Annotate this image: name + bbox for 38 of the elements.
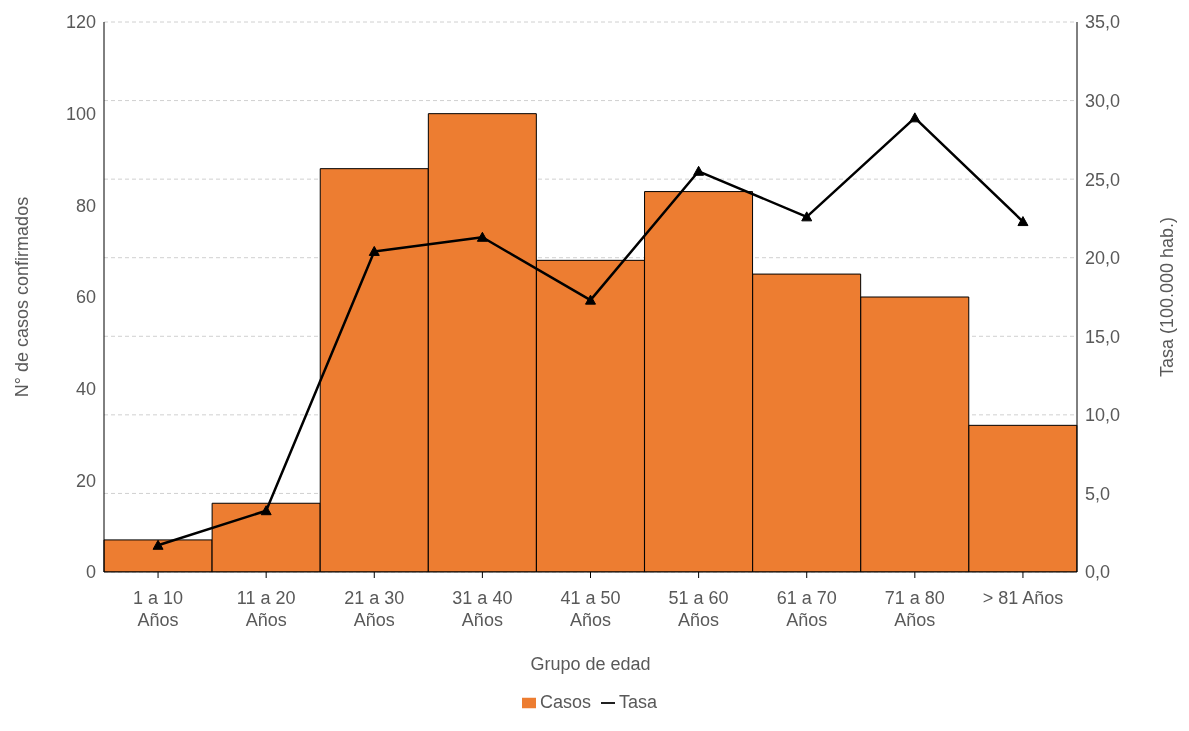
x-tick-label: 61 a 70 Años bbox=[776, 588, 837, 630]
y2-tick-label: 5,0 bbox=[1085, 483, 1111, 504]
y-tick-label: 0 bbox=[85, 562, 96, 583]
point bbox=[693, 165, 705, 176]
x-tick-label: 51 a 60 Años bbox=[668, 588, 729, 630]
point bbox=[152, 539, 164, 550]
x-tick-label: 71 a 80 Años bbox=[884, 588, 945, 630]
x-tick-label: 1 a 10 Años bbox=[133, 588, 184, 630]
point bbox=[476, 231, 488, 242]
y2-tick-label: 30,0 bbox=[1085, 90, 1121, 111]
y-axis-title: N° de casos confirmados bbox=[12, 196, 33, 398]
x-tick-label: 31 a 40 Años bbox=[452, 588, 513, 630]
point bbox=[1017, 216, 1029, 227]
point bbox=[909, 112, 921, 123]
y2-tick-label: 25,0 bbox=[1085, 169, 1121, 190]
legend-label: Casos bbox=[539, 692, 591, 712]
point bbox=[368, 245, 380, 256]
y2-tick-label: 10,0 bbox=[1085, 405, 1121, 426]
point bbox=[801, 211, 813, 222]
y2-tick-label: 35,0 bbox=[1085, 12, 1121, 33]
y-tick-label: 100 bbox=[65, 104, 96, 125]
legend-label: Tasa bbox=[619, 692, 658, 712]
y2-axis-title: Tasa (100.000 hab.) bbox=[1157, 216, 1178, 378]
y2-tick-label: 0,0 bbox=[1085, 562, 1111, 583]
y-tick-label: 80 bbox=[75, 195, 96, 216]
point bbox=[585, 294, 596, 305]
point bbox=[260, 505, 272, 516]
x-tick-label: 21 a 30 Años bbox=[344, 588, 405, 630]
y2-tick-label: 20,0 bbox=[1085, 248, 1121, 269]
y-tick-label: 60 bbox=[75, 287, 96, 308]
y-tick-label: 20 bbox=[75, 470, 96, 491]
y2-tick-label: 15,0 bbox=[1085, 326, 1121, 347]
x-axis-title: Grupo de edad bbox=[530, 654, 651, 674]
x-tick-label: 41 a 50 Años bbox=[560, 588, 621, 630]
y-tick-label: 40 bbox=[75, 379, 96, 400]
x-tick-label: 11 a 20 Años bbox=[236, 588, 296, 630]
x-tick-label: > 81 Años bbox=[982, 588, 1064, 608]
y-tick-label: 120 bbox=[65, 12, 96, 33]
